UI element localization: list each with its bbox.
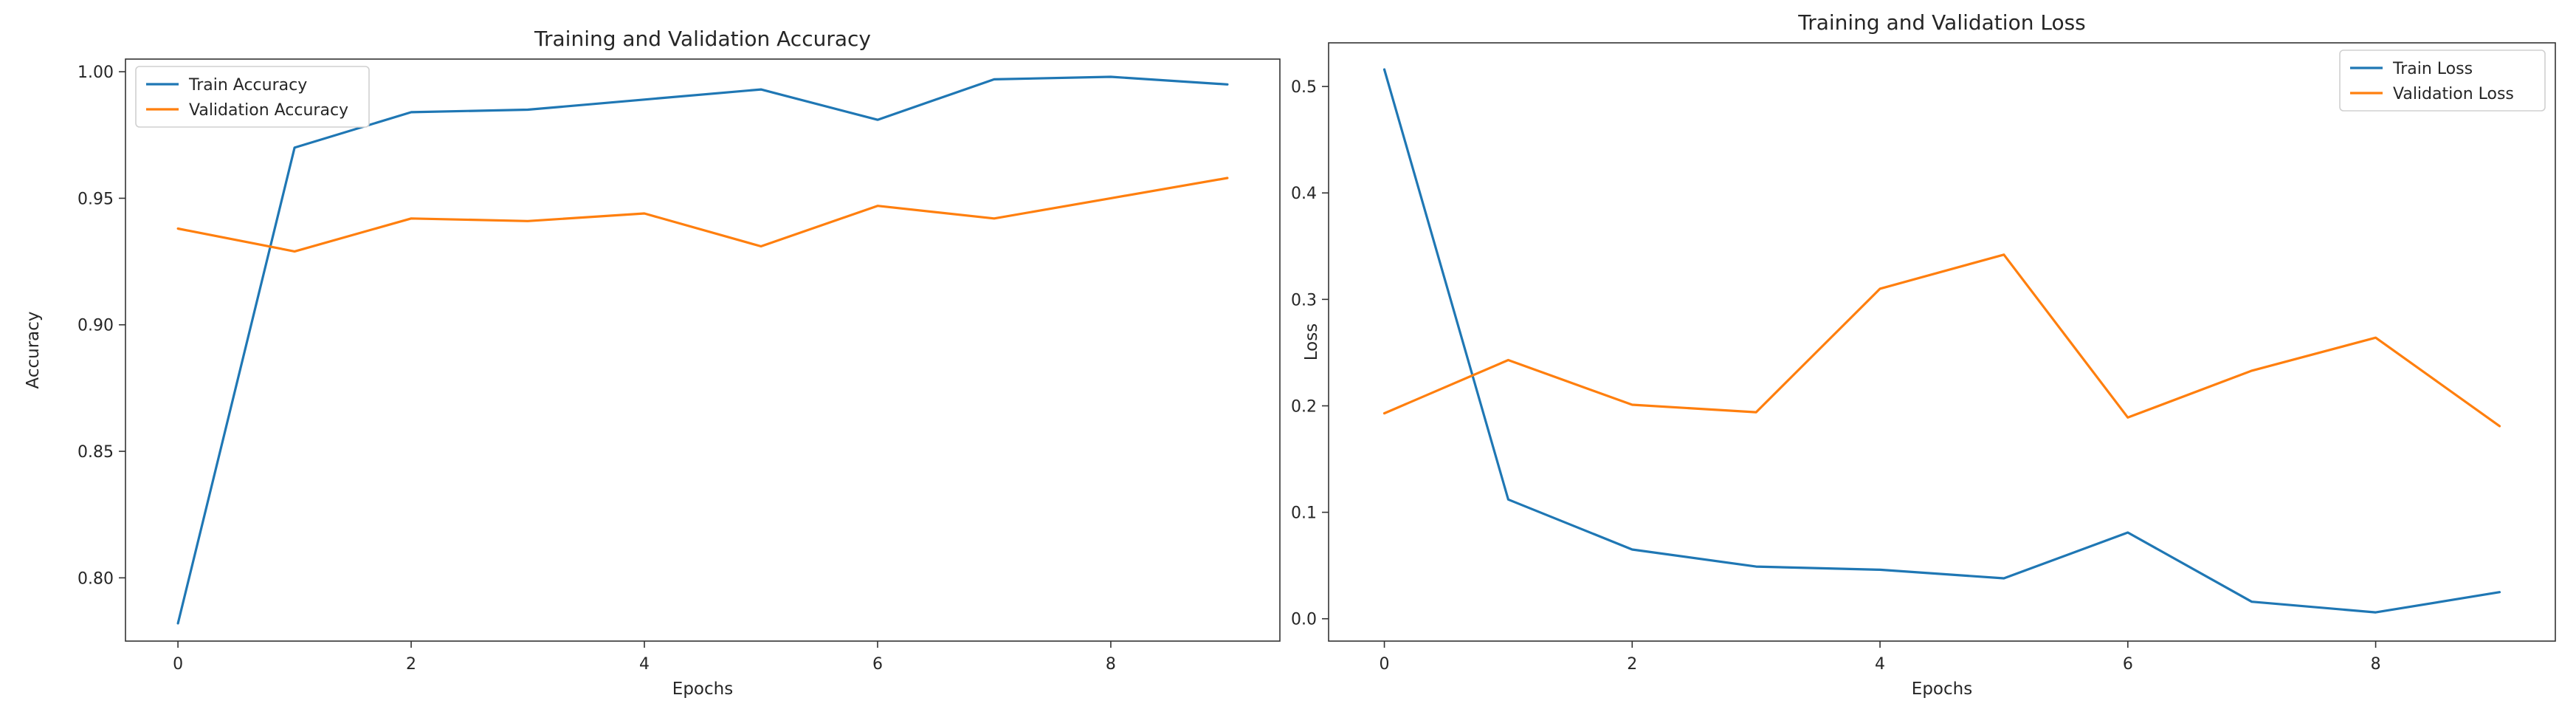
x-tick-label: 2 [1627,655,1637,674]
y-tick-label: 0.0 [1291,611,1317,629]
y-tick-label: 0.4 [1291,185,1317,203]
legend-box [135,66,370,128]
legend-label: Validation Loss [2393,85,2514,103]
x-tick-label: 0 [1380,655,1390,674]
y-tick-label: 0.1 [1291,504,1317,523]
y-tick-label: 0.2 [1291,397,1317,416]
y-tick-label: 0.85 [78,443,114,462]
chart-accuracy: Training and Validation Accuracy 0 2 4 6 8 0.8… [24,27,1281,699]
y-tick-label: 0.90 [78,317,114,335]
legend: Train Loss Validation Loss [2339,49,2546,112]
legend-box [2339,49,2546,112]
series-line-validation-accuracy [176,177,1229,253]
y-tick-label: 1.00 [78,64,114,82]
y-axis-label: Loss [1302,324,1321,360]
x-axis-label: Epochs [672,680,733,699]
x-tick-label: 0 [173,655,183,674]
x-tick-label: 8 [2371,655,2381,674]
x-tick-label: 4 [639,655,650,674]
legend-label: Train Loss [2392,60,2473,78]
legend-label: Train Accuracy [188,76,307,95]
y-tick-label: 0.5 [1291,78,1317,97]
y-tick-label: 0.80 [78,569,114,588]
x-tick-label: 8 [1106,655,1116,674]
chart-title: Training and Validation Loss [1797,10,2086,35]
plot-frame [1328,42,2556,642]
x-tick-label: 6 [2123,655,2133,674]
x-tick-label: 4 [1875,655,1885,674]
x-tick-label: 2 [406,655,416,674]
y-axis-label: Accuracy [24,311,43,388]
chart-loss: Training and Validation Loss 0 2 4 6 8 0.0 0.1 0… [1291,10,2556,699]
series-line-train-accuracy [176,75,1229,625]
y-tick-label: 0.3 [1291,291,1317,309]
plot-frame [125,58,1281,642]
y-tick-label: 0.95 [78,190,114,208]
legend: Train Accuracy Validation Accuracy [135,66,370,128]
legend-label: Validation Accuracy [189,101,348,120]
series-line-validation-loss [1382,253,2501,428]
x-axis-label: Epochs [1912,680,1972,699]
x-tick-label: 6 [872,655,883,674]
series-line-train-loss [1382,68,2501,614]
chart-title: Training and Validation Accuracy [534,27,871,51]
